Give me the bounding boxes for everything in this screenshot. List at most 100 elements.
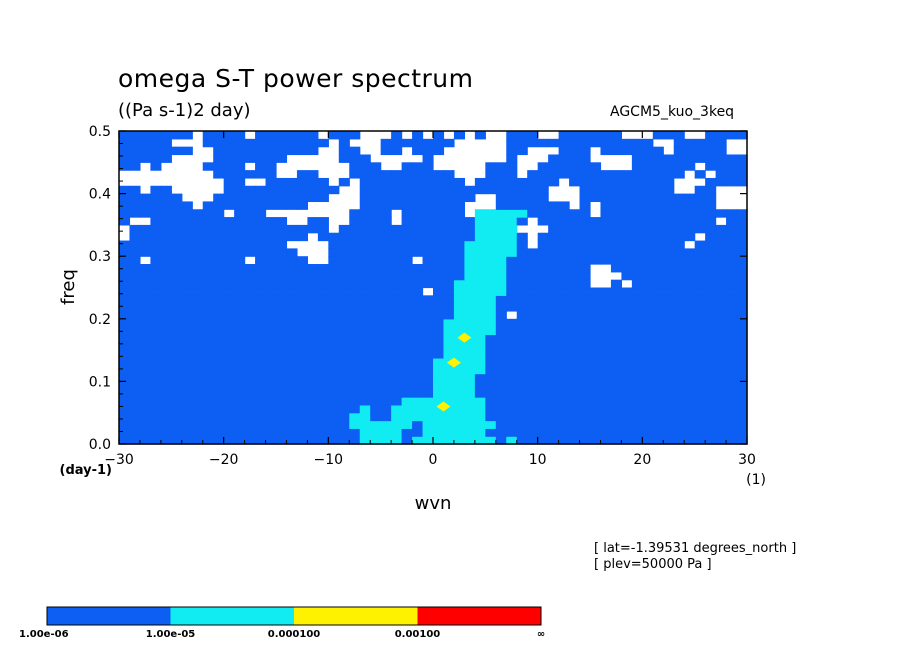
field-cell — [338, 326, 350, 336]
field-cell — [192, 271, 204, 281]
field-cell — [516, 373, 528, 382]
field-cell — [652, 248, 664, 257]
field-cell — [171, 201, 183, 210]
field-cell — [255, 420, 267, 429]
field-cell — [213, 310, 225, 320]
colorbar-label: 1.00e-05 — [146, 629, 196, 640]
field-cell — [590, 420, 602, 429]
field-cell — [652, 303, 664, 312]
field-cell — [694, 256, 706, 265]
field-cell — [422, 201, 434, 210]
field-cell — [286, 248, 298, 257]
field-cell — [642, 146, 654, 156]
field-cell — [202, 138, 214, 148]
field-cell — [443, 381, 455, 390]
field-cell — [590, 193, 602, 203]
field-cell — [673, 240, 685, 249]
field-cell — [516, 177, 528, 187]
field-cell — [537, 373, 549, 382]
field-cell — [370, 271, 382, 281]
field-cell — [296, 326, 308, 336]
field-cell — [119, 350, 131, 359]
field-cell — [359, 436, 371, 445]
field-cell — [694, 146, 706, 156]
field-cell — [642, 217, 654, 226]
field-cell — [181, 279, 193, 289]
field-cell — [652, 436, 664, 445]
field-cell — [694, 217, 706, 226]
field-cell — [590, 350, 602, 359]
field-cell — [380, 365, 392, 375]
field-cell — [464, 389, 476, 398]
field-cell — [202, 232, 214, 242]
field-cell — [150, 420, 162, 429]
field-cell — [600, 436, 612, 445]
field-cell — [192, 240, 204, 249]
field-cell — [223, 131, 235, 140]
field-cell — [579, 217, 591, 226]
field-cell — [527, 264, 539, 273]
field-cell — [160, 185, 172, 195]
field-cell — [244, 420, 256, 429]
field-cell — [213, 420, 225, 429]
field-cell — [474, 279, 486, 289]
field-cell — [412, 138, 424, 148]
field-cell — [119, 373, 131, 382]
field-cell — [474, 240, 486, 249]
field-cell — [652, 201, 664, 210]
field-cell — [600, 303, 612, 312]
field-cell — [726, 318, 738, 328]
field-cell — [579, 131, 591, 140]
field-cell — [349, 342, 361, 351]
field-cell — [328, 279, 340, 289]
field-cell — [181, 318, 193, 328]
field-cell — [328, 271, 340, 281]
field-cell — [391, 185, 403, 195]
field-cell — [338, 287, 350, 296]
field-cell — [139, 342, 151, 351]
field-cell — [213, 334, 225, 343]
field-cell — [663, 428, 675, 437]
field-cell — [349, 373, 361, 382]
field-cell — [119, 365, 131, 375]
field-cell — [307, 224, 319, 234]
field-cell — [652, 232, 664, 242]
field-cell — [516, 326, 528, 336]
field-cell — [244, 436, 256, 445]
field-cell — [495, 201, 507, 210]
field-cell — [621, 412, 633, 422]
field-cell — [213, 357, 225, 367]
field-cell — [610, 404, 622, 414]
field-cell — [569, 279, 581, 289]
field-cell — [370, 279, 382, 289]
x-axis-ticks: −30 −20 −10 0 10 20 30 — [104, 131, 756, 468]
field-cell — [391, 295, 403, 304]
field-cell — [234, 428, 246, 437]
field-cell — [422, 404, 434, 414]
field-cell — [495, 342, 507, 351]
field-cell — [527, 428, 539, 437]
field-cell — [234, 170, 246, 179]
field-cell — [652, 209, 664, 218]
field-cell — [705, 436, 717, 445]
field-cell — [181, 326, 193, 336]
field-cell — [474, 373, 486, 382]
field-cell — [422, 420, 434, 429]
field-cell — [265, 287, 277, 296]
field-cell — [579, 170, 591, 179]
field-cell — [160, 295, 172, 304]
field-cell — [307, 193, 319, 203]
field-cell — [338, 310, 350, 320]
field-cell — [516, 342, 528, 351]
field-cell — [234, 271, 246, 281]
field-cell — [349, 436, 361, 445]
field-cell — [548, 303, 560, 312]
field-cell — [265, 201, 277, 210]
field-cell — [296, 436, 308, 445]
field-cell — [569, 264, 581, 273]
field-cell — [171, 420, 183, 429]
field-cell — [150, 264, 162, 273]
field-cell — [244, 295, 256, 304]
field-cell — [129, 279, 141, 289]
field-cell — [328, 381, 340, 390]
